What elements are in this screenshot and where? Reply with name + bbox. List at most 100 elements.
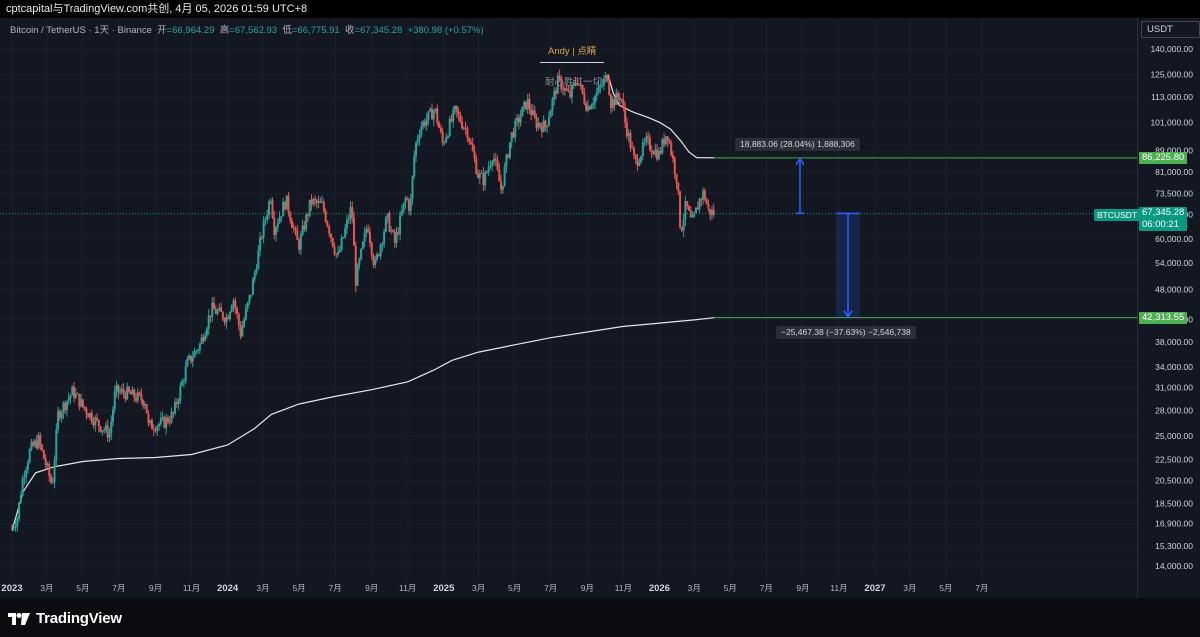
candle-body [556,75,559,94]
x-tick-label: 11月 [615,583,632,593]
candle-body [503,166,506,186]
footer-bar [0,598,1200,637]
candle-body [487,166,490,172]
candle-body [152,429,155,431]
candle-body [218,307,221,311]
candle-body [687,206,690,211]
candle-body [654,149,657,155]
candle-body [528,99,531,110]
chart-pane[interactable] [0,18,1200,598]
candle-body [142,400,145,406]
candle-body [35,440,38,449]
candle-body [335,253,338,255]
candle-body [358,259,361,266]
price-axis[interactable] [1137,18,1200,598]
candle-body [555,90,558,94]
candle-body [368,232,371,243]
candle-body [420,126,423,135]
candle-body [154,430,157,432]
candle-body [712,209,715,215]
candle-body [181,381,184,386]
candle-body [96,417,99,420]
candle-body [393,231,396,243]
candle-body [565,88,568,91]
candle-body [115,384,118,392]
candle-body [49,476,52,483]
candle-body [572,82,575,86]
candle-body [531,110,534,115]
candle-body [174,401,177,414]
candle-body [695,207,698,213]
candle-body [443,142,446,144]
candle-body [627,132,630,137]
candle-body [533,110,536,118]
candle-body [521,106,524,117]
x-tick-label: 7月 [328,583,341,593]
candle-body [276,223,279,228]
close-value: =67,345.28 [354,25,403,36]
candle-body [464,127,467,129]
candle-body [209,315,212,318]
candle-body [312,198,315,205]
candle-body [225,316,228,323]
candle-body [303,225,306,230]
candle-body [124,393,127,400]
candle-body [523,101,526,107]
candle-body [306,214,309,216]
candle-body [94,417,97,426]
candle-body [331,237,334,247]
candle-body [647,136,650,139]
candle-body [236,308,239,314]
candle-body [188,355,191,359]
candle-body [221,311,224,319]
candle-body [282,202,285,217]
candle-body [423,121,426,126]
candle-body [248,295,251,303]
candle-body [60,412,63,419]
candle-body [342,237,345,239]
candle-body [500,181,503,190]
candle-body [452,109,455,121]
candle-body [78,393,81,407]
candle-body [457,111,460,115]
currency-selector[interactable]: USDT [1141,21,1200,38]
candle-body [122,389,125,394]
candle-body [198,343,201,351]
candle-body [466,128,469,139]
lower-level-price-tag: 42,313.55 [1139,311,1188,324]
candle-body [324,210,327,222]
candle-body [273,217,276,236]
candle-body [88,412,91,418]
candle-body [512,132,515,138]
candle-body [388,213,391,232]
candle-body [620,99,623,101]
time-axis: 2023 3月 5月 7月 9月 11月 2024 3月 5月 7月 9月 11月 2025 3月 5月 7月… [1,583,988,594]
candle-body [234,300,237,309]
candle-body [55,429,58,461]
candle-body [328,226,331,234]
candle-body [604,75,607,80]
last-price-value: 67,345.28 [1142,207,1185,219]
candle-body [30,441,33,450]
candle-body [110,421,113,435]
candle-body [454,105,457,110]
candle-body [505,154,508,167]
candle-body [709,208,712,216]
candle-body [390,230,393,232]
candle-body [703,190,706,200]
candle-body [625,122,628,137]
candle-body [73,386,76,398]
candle-body [182,381,185,383]
candle-body [597,86,600,93]
candle-body [553,90,556,99]
candle-body [287,195,290,213]
candle-body [25,469,28,477]
candle-body [609,94,612,109]
candle-body [370,242,373,256]
candle-body [416,139,419,143]
tradingview-logo[interactable]: TradingView [8,610,122,627]
candle-body [365,229,368,233]
x-tick-label: 5月 [292,583,305,593]
candle-body [266,215,269,220]
